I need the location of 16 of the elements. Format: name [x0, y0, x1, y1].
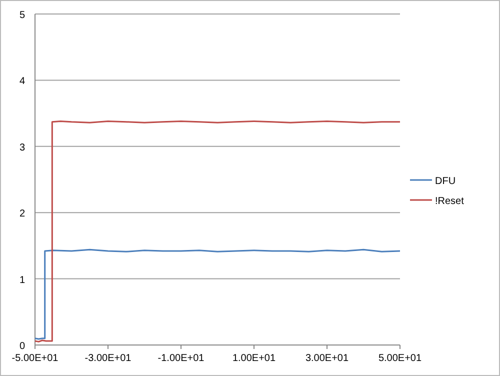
y-tick-label: 2: [19, 208, 26, 220]
y-tick-label: 1: [19, 274, 26, 286]
y-tick-label: 0: [19, 341, 26, 352]
y-tick-label: 4: [19, 76, 26, 88]
x-tick-label: -5.00E+01: [12, 353, 59, 364]
line-series: [34, 120, 401, 342]
x-tick-label: 5.00E+01: [378, 353, 422, 364]
x-tick-label: 3.00E+01: [305, 353, 349, 364]
y-tick-label: 3: [19, 142, 26, 154]
x-tick-label: -1.00E+01: [158, 353, 205, 364]
legend-label: DFU: [435, 176, 456, 187]
y-tick-label: 5: [19, 10, 26, 21]
line-series: [34, 248, 401, 340]
legend-label: !Reset: [435, 196, 464, 207]
x-tick-label: -3.00E+01: [84, 353, 132, 364]
x-tick-label: 1.00E+01: [232, 353, 276, 364]
